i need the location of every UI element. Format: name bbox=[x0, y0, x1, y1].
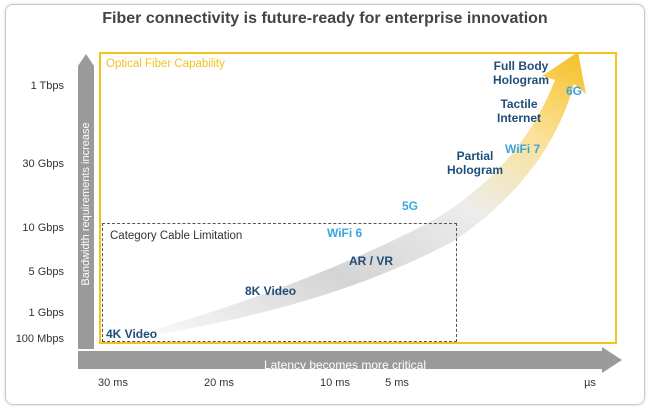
y-tick-label: 100 Mbps bbox=[15, 333, 64, 345]
y-tick-label: 5 Gbps bbox=[28, 266, 64, 278]
x-tick-label: µs bbox=[584, 377, 596, 389]
optical-fiber-label: Optical Fiber Capability bbox=[106, 58, 225, 70]
horizontal-axis-arrow bbox=[78, 347, 622, 373]
y-axis-title: Bandwidth requirements increase bbox=[80, 122, 92, 286]
figure-frame bbox=[5, 4, 645, 405]
vertical-axis-arrow bbox=[78, 54, 94, 349]
y-tick-label: 30 Gbps bbox=[22, 158, 64, 170]
y-tick-label: 1 Tbps bbox=[30, 80, 64, 92]
app-partial-hologram-line1: Partial bbox=[456, 149, 494, 163]
app-full-body-hologram: Full Body Hologram bbox=[493, 59, 549, 87]
wireless-wifi6: WiFi 6 bbox=[327, 226, 363, 240]
y-tick-label: 1 Gbps bbox=[28, 307, 64, 319]
app-4k-video: 4K Video bbox=[106, 327, 158, 341]
x-tick-label: 10 ms bbox=[320, 377, 350, 389]
app-ar-vr: AR / VR bbox=[349, 254, 394, 268]
app-full-body-hologram-line1: Full Body bbox=[493, 59, 549, 73]
x-tick-label: 5 ms bbox=[385, 377, 409, 389]
figure-title: Fiber connectivity is future-ready for e… bbox=[102, 10, 548, 27]
wireless-6g: 6G bbox=[566, 84, 583, 98]
app-full-body-hologram-line2: Hologram bbox=[493, 73, 550, 87]
category-cable-region bbox=[102, 223, 457, 342]
app-partial-hologram: Partial Hologram bbox=[447, 149, 503, 177]
wireless-wifi7: WiFi 7 bbox=[505, 142, 541, 156]
optical-fiber-region bbox=[99, 52, 617, 344]
x-tick-label: 30 ms bbox=[98, 377, 128, 389]
app-tactile-internet: Tactile Internet bbox=[497, 97, 541, 125]
app-tactile-internet-line1: Tactile bbox=[500, 97, 538, 111]
x-tick-label: 20 ms bbox=[204, 377, 234, 389]
app-8k-video: 8K Video bbox=[245, 284, 297, 298]
app-partial-hologram-line2: Hologram bbox=[447, 163, 504, 177]
wireless-5g: 5G bbox=[402, 199, 419, 213]
x-axis-title: Latency becomes more critical bbox=[263, 358, 427, 372]
growth-curve-arrow bbox=[114, 52, 586, 341]
y-tick-label: 10 Gbps bbox=[22, 222, 64, 234]
category-cable-label: Category Cable Limitation bbox=[110, 230, 243, 242]
app-tactile-internet-line2: Internet bbox=[497, 111, 542, 125]
